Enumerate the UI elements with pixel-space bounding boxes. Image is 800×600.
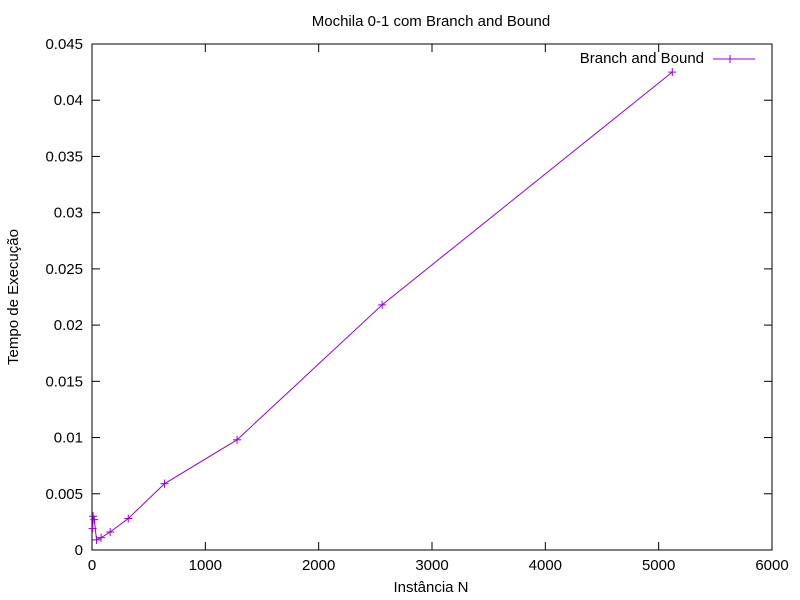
- x-tick-label: 1000: [189, 557, 222, 574]
- x-tick-label: 6000: [755, 557, 788, 574]
- y-tick-label: 0: [75, 542, 83, 559]
- x-tick-label: 4000: [529, 557, 562, 574]
- y-tick-label: 0.03: [54, 205, 83, 222]
- plot-frame: [91, 43, 773, 551]
- y-tick-label: 0.015: [45, 373, 83, 390]
- x-tick-label: 5000: [642, 557, 675, 574]
- series-group: [88, 68, 677, 544]
- chart-title: Mochila 0-1 com Branch and Bound: [312, 13, 550, 30]
- x-axis-ticks: 0 1000 2000 3000 4000 5000 6000: [88, 44, 789, 574]
- data-point-marker: [92, 535, 101, 544]
- y-tick-label: 0.025: [45, 261, 83, 278]
- data-point-marker: [88, 524, 97, 533]
- y-tick-label: 0.02: [54, 317, 83, 334]
- data-point-marker: [668, 68, 677, 77]
- data-point-marker: [233, 435, 242, 444]
- x-axis-label: Instância N: [393, 579, 468, 596]
- legend-label: Branch and Bound: [580, 50, 704, 67]
- y-axis-ticks: 0 0.005 0.01 0.015 0.02 0.025 0.03 0.035 0.04 0.0…: [45, 36, 772, 559]
- y-tick-label: 0.035: [45, 148, 83, 165]
- data-point-marker: [89, 512, 98, 521]
- data-point-marker: [97, 533, 106, 542]
- x-tick-label: 0: [88, 557, 96, 574]
- x-tick-label: 3000: [415, 557, 448, 574]
- y-tick-label: 0.01: [54, 430, 83, 447]
- y-tick-label: 0.045: [45, 36, 83, 53]
- data-point-marker: [90, 515, 99, 524]
- y-tick-label: 0.04: [54, 92, 83, 109]
- data-point-marker: [160, 479, 169, 488]
- data-point-marker: [378, 300, 387, 309]
- x-tick-label: 2000: [302, 557, 335, 574]
- data-point-marker: [106, 528, 115, 537]
- legend: Branch and Bound: [580, 50, 755, 67]
- data-point-marker: [124, 514, 133, 523]
- y-axis-label: Tempo de Execução: [5, 229, 22, 365]
- y-tick-label: 0.005: [45, 486, 83, 503]
